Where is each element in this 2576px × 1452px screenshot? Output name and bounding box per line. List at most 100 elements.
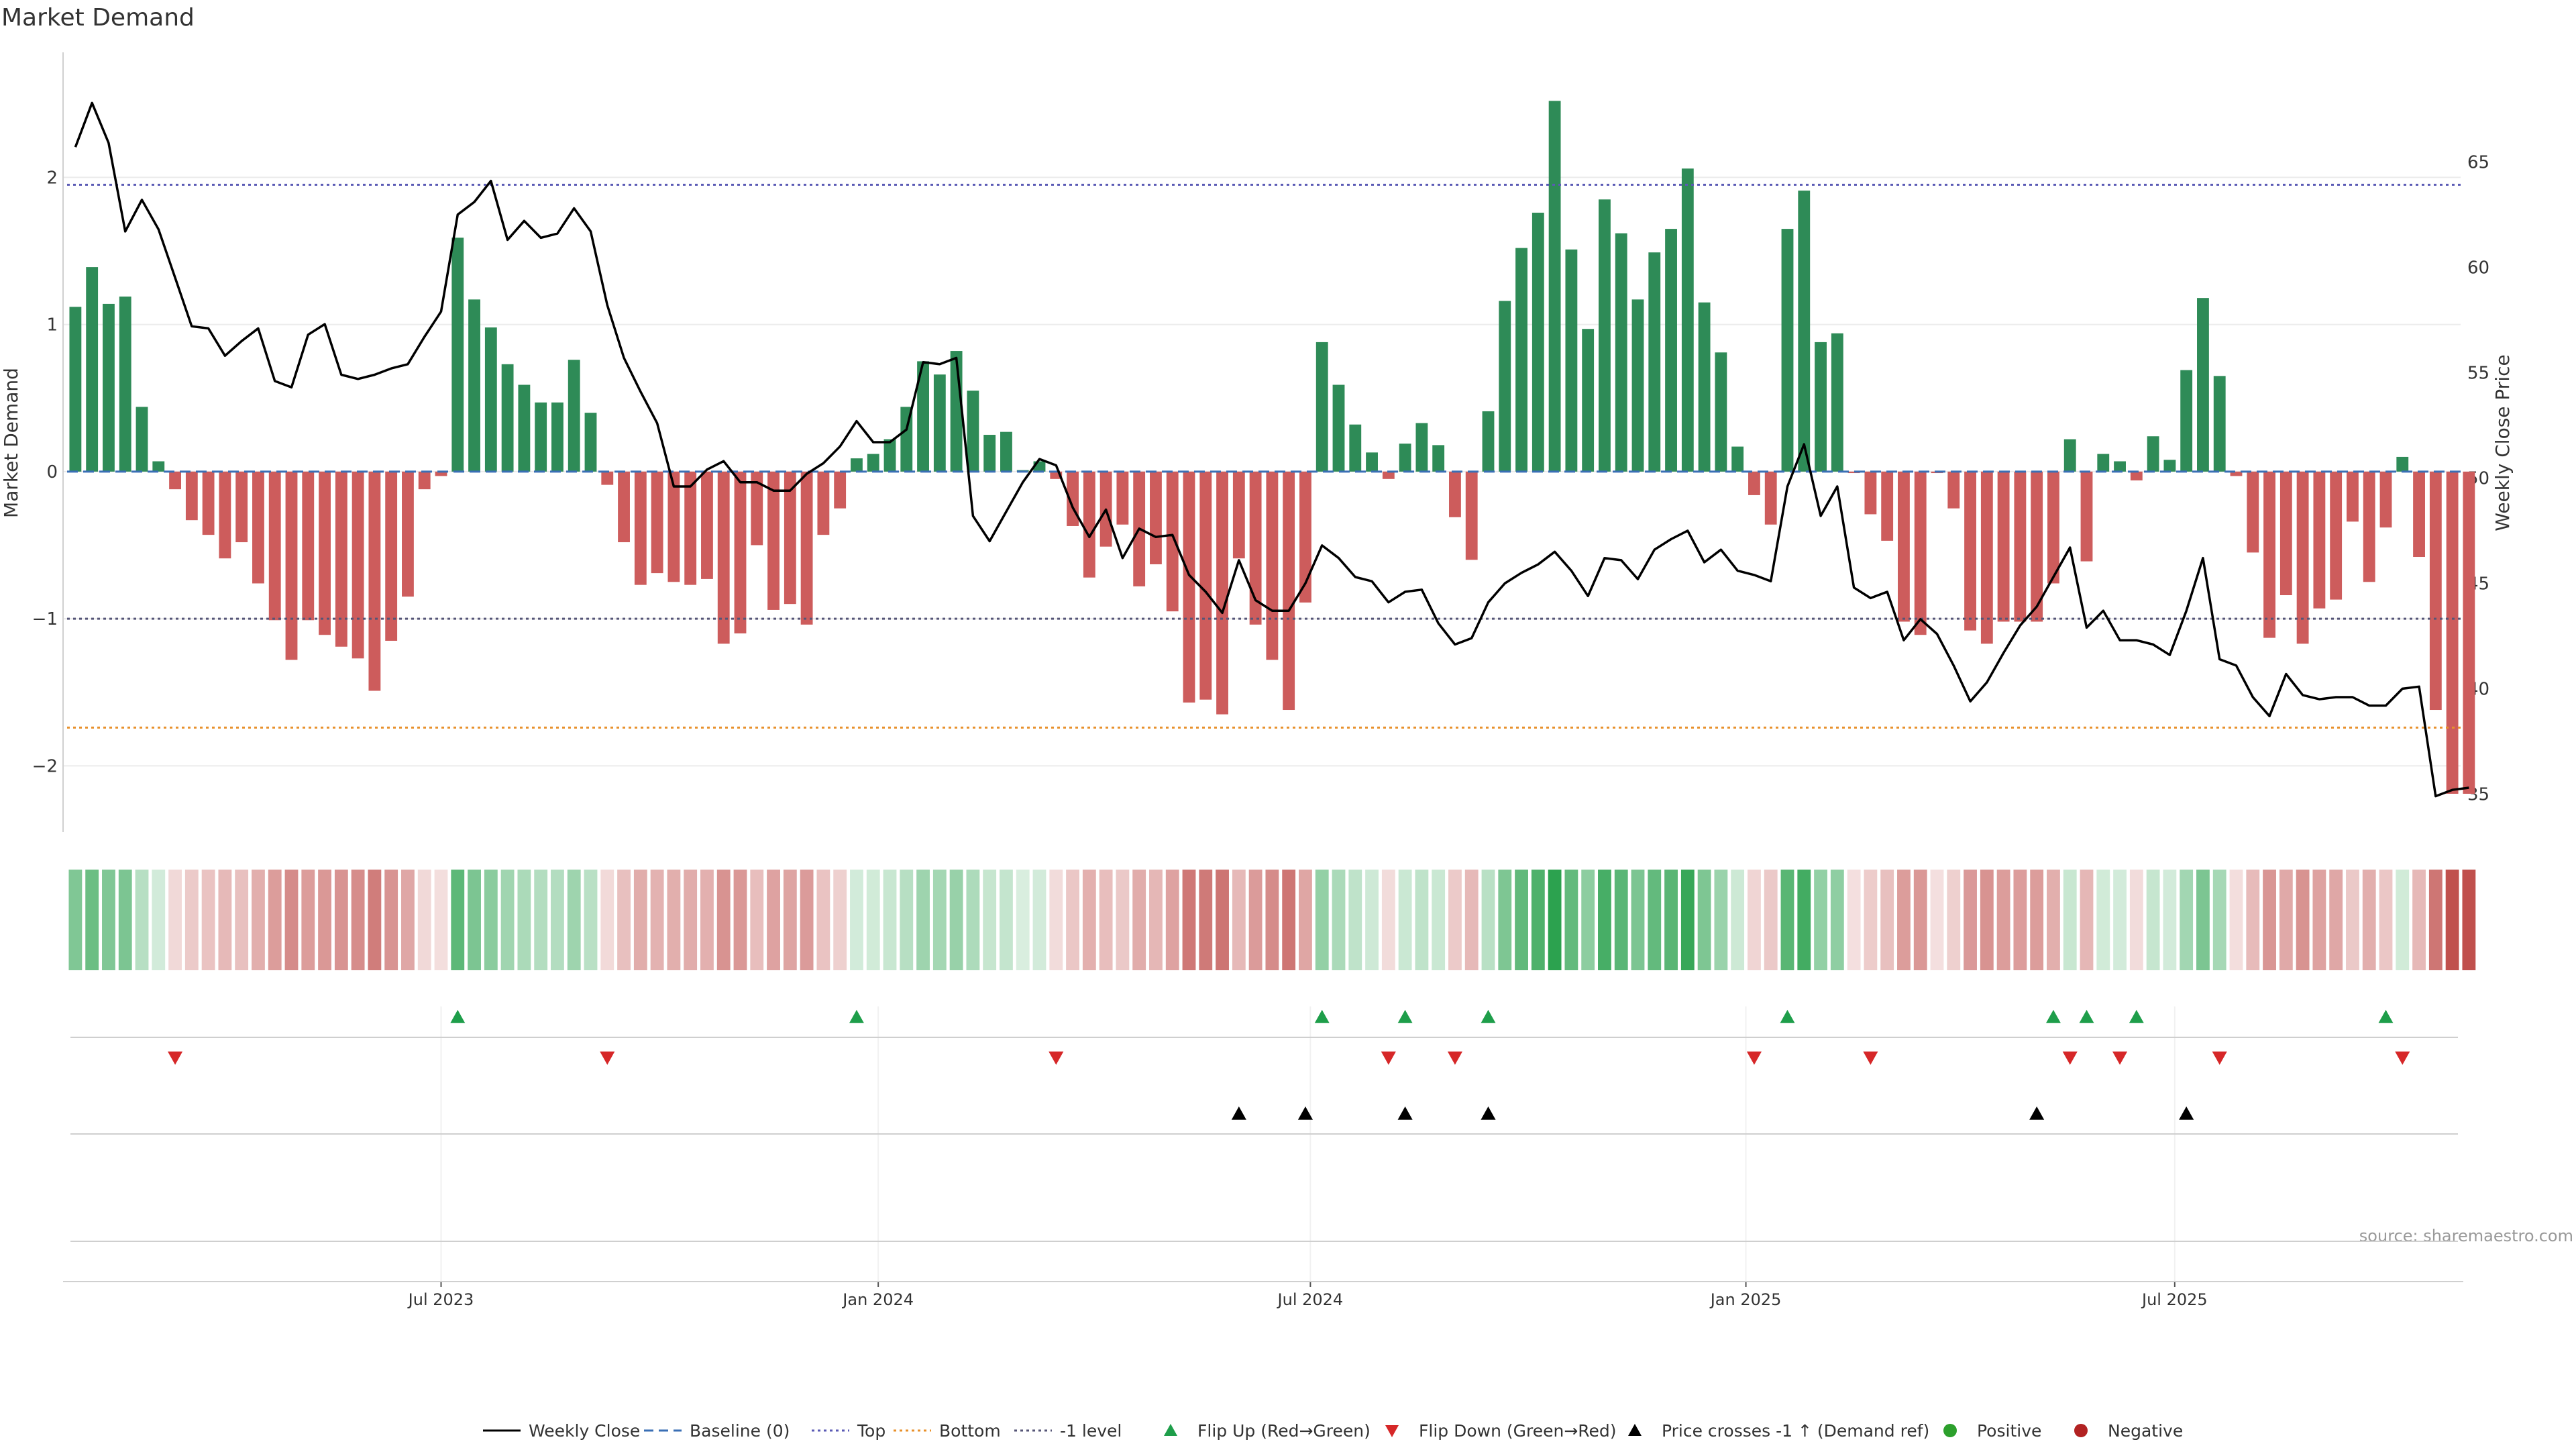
heat-cell <box>1216 870 1229 970</box>
heat-cell <box>866 870 880 970</box>
demand-bar <box>1914 471 1927 635</box>
demand-bar <box>667 471 680 582</box>
demand-bar <box>202 471 215 535</box>
heat-cell <box>633 870 647 970</box>
demand-bar <box>2114 461 2126 472</box>
demand-bar <box>1781 229 1794 472</box>
heat-cell <box>1964 870 1977 970</box>
heat-cell <box>1232 870 1246 970</box>
demand-bar <box>302 471 315 621</box>
demand-bar <box>1980 471 1993 644</box>
demand-bar <box>784 471 796 605</box>
heat-cell <box>833 870 847 970</box>
heat-cell <box>2412 870 2426 970</box>
demand-bar <box>268 471 281 621</box>
heat-cell <box>1980 870 1994 970</box>
heat-cell <box>201 870 215 970</box>
demand-heat-strip <box>68 870 2476 970</box>
heat-cell <box>551 870 564 970</box>
heat-cell <box>235 870 249 970</box>
heat-cell <box>368 870 382 970</box>
heat-cell <box>1648 870 1662 970</box>
event-markers <box>70 1010 2458 1242</box>
legend-label: Baseline (0) <box>690 1421 790 1441</box>
demand-bar <box>484 327 497 472</box>
heat-cell <box>1132 870 1146 970</box>
legend-item: -1 level <box>1014 1421 1122 1441</box>
demand-bar <box>103 303 115 472</box>
flip-up-marker <box>1397 1010 1413 1023</box>
legend-label: Flip Up (Red→Green) <box>1197 1421 1371 1441</box>
heat-cell <box>716 870 731 970</box>
heat-cell <box>2246 870 2260 970</box>
demand-bar <box>2379 471 2392 528</box>
flip-up-marker <box>1481 1010 1496 1023</box>
heat-cell <box>700 870 714 970</box>
demand-bar <box>767 471 780 610</box>
demand-bar <box>2130 471 2143 481</box>
demand-bar <box>2463 471 2475 794</box>
heat-cell <box>1797 870 1811 970</box>
heat-cell <box>667 870 681 970</box>
heat-cell <box>1864 870 1878 970</box>
demand-bar <box>1449 471 1461 517</box>
legend-label: Top <box>857 1421 885 1441</box>
legend: Weekly Close Baseline (0) Top Bottom -1 leve… <box>483 1421 2183 1441</box>
demand-bar <box>152 461 165 472</box>
demand-bar <box>1615 233 1627 472</box>
legend-swatch-dot <box>2074 1424 2088 1437</box>
demand-bar <box>1482 411 1495 472</box>
price-cross-marker <box>1481 1106 1496 1120</box>
heat-cell <box>567 870 581 970</box>
demand-bar <box>1349 424 1362 472</box>
legend-label: Flip Down (Green→Red) <box>1419 1421 1617 1441</box>
heat-cell <box>1066 870 1079 970</box>
demand-bar <box>1731 446 1744 472</box>
demand-bar <box>1665 229 1677 472</box>
heat-cell <box>600 870 614 970</box>
demand-bar <box>185 471 198 521</box>
legend-label: Price crosses -1 ↑ (Demand ref) <box>1662 1421 1929 1441</box>
demand-bar <box>1199 471 1212 700</box>
demand-bar <box>352 471 364 659</box>
heat-cell <box>1664 870 1678 970</box>
heat-cell <box>1830 870 1844 970</box>
demand-bar <box>734 471 747 634</box>
heat-cell <box>152 870 166 970</box>
demand-bar <box>1548 101 1561 472</box>
demand-bar <box>2031 471 2043 622</box>
heat-cell <box>916 870 930 970</box>
flip-up-marker <box>450 1010 466 1023</box>
demand-bar <box>535 402 547 472</box>
demand-bar <box>2296 471 2309 644</box>
heat-cell <box>2196 870 2210 970</box>
price-cross-marker <box>1297 1106 1313 1120</box>
demand-bar <box>252 471 264 584</box>
heat-cell <box>1448 870 1462 970</box>
heat-cell <box>850 870 863 970</box>
legend-swatch-triangle <box>1164 1424 1177 1436</box>
demand-bar <box>618 471 630 543</box>
legend-item: Bottom <box>894 1421 1001 1441</box>
heat-cell <box>334 870 348 970</box>
demand-bar <box>2446 471 2459 794</box>
demand-bar <box>2147 436 2159 472</box>
demand-bar <box>1166 471 1179 612</box>
demand-bar <box>751 471 763 546</box>
x-tick-label: Jul 2023 <box>407 1290 474 1309</box>
x-tick-label: Jul 2024 <box>1277 1290 1344 1309</box>
heat-cell <box>1149 870 1163 970</box>
demand-bar <box>2197 298 2209 472</box>
heat-cell <box>1432 870 1446 970</box>
demand-bar <box>983 435 996 472</box>
legend-item: Baseline (0) <box>644 1421 790 1441</box>
legend-item: Flip Down (Green→Red) <box>1385 1421 1617 1441</box>
legend-label: Negative <box>2108 1421 2183 1441</box>
heat-cell <box>2163 870 2177 970</box>
heat-cell <box>1598 870 1611 970</box>
heat-cell <box>1780 870 1794 970</box>
heat-cell <box>1847 870 1861 970</box>
demand-bar <box>1947 471 1960 509</box>
demand-bar <box>800 471 813 625</box>
